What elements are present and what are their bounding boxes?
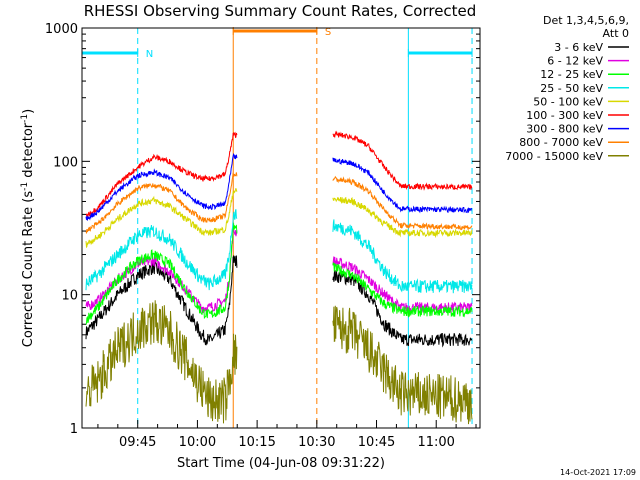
x-tick-label: 11:00	[417, 435, 454, 450]
y-axis-title-end: )	[21, 109, 36, 114]
series-line	[85, 130, 473, 218]
plot-frame	[81, 27, 481, 429]
x-axis-ticks: 09:45 10:00 10:15 10:30 10:45 11:00	[97, 420, 477, 450]
y-axis-ticks: 1 10 100 1000	[45, 22, 480, 437]
series-lines	[85, 130, 473, 425]
x-axis-title: Start Time (04-Jun-08 09:31:22)	[177, 456, 385, 471]
y-tick-label: 10	[61, 289, 78, 304]
legend-label: 300 - 800 keV	[526, 123, 603, 136]
series-line	[85, 209, 473, 294]
footer-timestamp: 14-Oct-2021 17:09	[560, 468, 636, 477]
x-tick-label: 09:45	[119, 435, 156, 450]
series-line	[85, 300, 473, 425]
series-line	[85, 254, 473, 348]
interval-bar-label: N	[146, 49, 153, 60]
chart-title: RHESSI Observing Summary Count Rates, Co…	[84, 2, 477, 20]
series-line	[85, 172, 473, 234]
legend-label: 6 - 12 keV	[547, 55, 603, 68]
y-axis-title-exponent-2: -1	[20, 114, 30, 123]
y-tick-label: 100	[53, 155, 78, 170]
series-line	[85, 152, 472, 221]
y-axis-title: Corrected Count Rate (s-1 detector-1)	[20, 109, 36, 347]
time-interval-bars: NS	[81, 27, 473, 60]
plot-area: NS 09:45 10:00 10:15 10:30 10:45 11:00 110100…	[45, 22, 481, 450]
legend-label: 12 - 25 keV	[540, 68, 603, 81]
legend-label: 7000 - 15000 keV	[505, 150, 603, 163]
legend-label: 3 - 6 keV	[554, 41, 603, 54]
x-tick-label: 10:00	[179, 435, 216, 450]
legend-label: 25 - 50 keV	[540, 82, 603, 95]
y-tick-label: 1	[70, 422, 78, 437]
y-axis-title-main: Corrected Count Rate (s	[21, 191, 36, 348]
legend-label: 50 - 100 keV	[533, 95, 603, 108]
legend-label: 800 - 7000 keV	[519, 136, 603, 149]
series-line	[85, 188, 473, 249]
interval-bar-label: S	[325, 27, 331, 38]
y-tick-label: 1000	[45, 22, 78, 37]
x-tick-label: 10:15	[238, 435, 275, 450]
legend-header-line-2: Att 0	[603, 27, 629, 40]
legend-label: 100 - 300 keV	[526, 109, 603, 122]
x-tick-label: 10:30	[298, 435, 335, 450]
y-axis-title-middle: detector	[21, 122, 36, 182]
y-axis-title-exponent-1: -1	[20, 182, 30, 191]
x-tick-label: 10:45	[358, 435, 395, 450]
series-line	[85, 222, 473, 325]
legend-header-line-1: Det 1,3,4,5,6,9,	[543, 14, 629, 27]
